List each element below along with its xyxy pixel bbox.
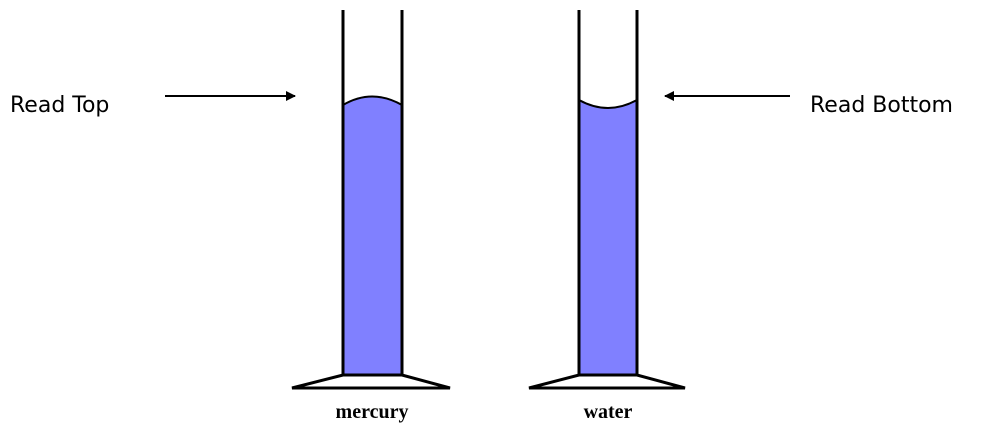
cylinder-base (291, 373, 451, 390)
mercury-liquid (343, 96, 402, 375)
cylinder-label: water (584, 401, 633, 423)
water-liquid (579, 100, 637, 375)
concave-meniscus (578, 99, 638, 109)
callout-label: Read Top (10, 93, 109, 118)
water-cylinder (528, 10, 686, 390)
callout-label: Read Bottom (810, 93, 953, 118)
mercury-cylinder (291, 10, 451, 390)
convex-meniscus (342, 95, 403, 106)
cylinder-base (528, 373, 686, 390)
cylinder-label: mercury (336, 401, 409, 423)
